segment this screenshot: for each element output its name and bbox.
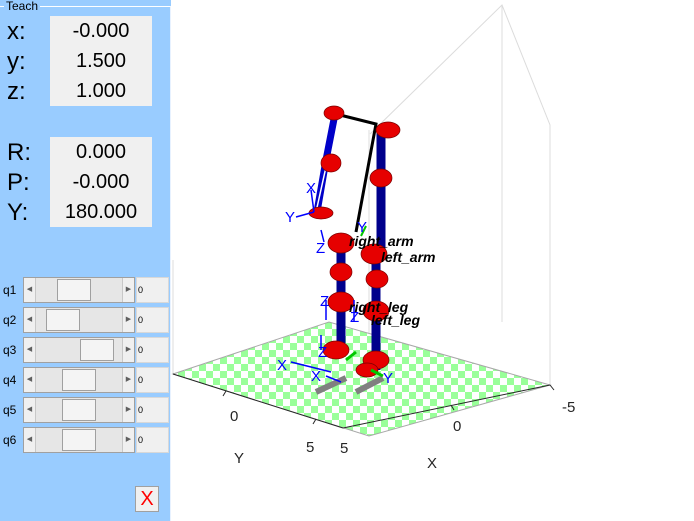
- slider-right-arrow-icon[interactable]: ▶: [122, 398, 134, 422]
- joint-value-q4[interactable]: 0: [136, 367, 169, 393]
- slider-right-arrow-icon[interactable]: ▶: [122, 278, 134, 302]
- joint-label-q6: q6: [3, 433, 17, 447]
- joint-value-q3[interactable]: 0: [136, 337, 169, 363]
- y-tick-1: 5: [306, 439, 314, 456]
- close-button[interactable]: X: [135, 486, 159, 512]
- roll-value: 0.000: [50, 137, 152, 167]
- joint-label-q2: q2: [3, 313, 17, 327]
- joint-slider-q6[interactable]: ◀ ▶: [23, 427, 135, 453]
- pitch-value: -0.000: [50, 167, 152, 197]
- x-tick-5: 5: [340, 440, 348, 457]
- frame-label-z: Z: [320, 293, 329, 310]
- joint-slider-q5[interactable]: ◀ ▶: [23, 397, 135, 423]
- link-label-left-leg: left_leg: [371, 312, 420, 328]
- joint: [329, 262, 353, 282]
- joint-value-q6[interactable]: 0: [136, 427, 169, 453]
- roll-label: R:: [7, 139, 31, 166]
- z-value: 1.000: [50, 76, 152, 106]
- frame-y-axis: [370, 368, 384, 378]
- y-tick-0: 0: [230, 408, 238, 425]
- slider-right-arrow-icon[interactable]: ▶: [122, 368, 134, 392]
- joint-slider-q1[interactable]: ◀ ▶: [23, 277, 135, 303]
- left-foot: [354, 375, 385, 395]
- slider-left-arrow-icon[interactable]: ◀: [24, 338, 36, 362]
- frame-label-z: Z: [316, 240, 325, 257]
- slider-right-arrow-icon[interactable]: ▶: [122, 308, 134, 332]
- frame-label-y: Y: [357, 219, 367, 236]
- frame-label-z: Z: [350, 309, 359, 326]
- frame-label-x: X: [277, 357, 287, 374]
- humanoid-robot: X Y Z Y Z Z Z X X Y right_arm left_arm r…: [277, 105, 435, 395]
- y-value: 1.500: [50, 46, 152, 76]
- slider-left-arrow-icon[interactable]: ◀: [24, 398, 36, 422]
- joint: [322, 340, 350, 360]
- joint: [362, 300, 390, 322]
- slider-right-arrow-icon[interactable]: ▶: [122, 428, 134, 452]
- robot-3d-view[interactable]: 0 5 Y 5 0 -5 X: [171, 0, 694, 521]
- y-axis-label: Y: [234, 450, 244, 467]
- z-label: z:: [7, 78, 26, 105]
- joint-value-q5[interactable]: 0: [136, 397, 169, 423]
- slider-thumb[interactable]: [80, 339, 115, 361]
- joint: [375, 121, 401, 139]
- joint-label-q4: q4: [3, 373, 17, 387]
- right-foot: [314, 375, 348, 395]
- yaw-value: 180.000: [50, 197, 152, 227]
- slider-left-arrow-icon[interactable]: ◀: [24, 428, 36, 452]
- x-tick-neg5: -5: [562, 399, 575, 416]
- joint-value-q1[interactable]: 0: [136, 277, 169, 303]
- panel-frame: [0, 6, 171, 521]
- frame-label-y: Y: [383, 370, 393, 387]
- joint-value-q2[interactable]: 0: [136, 307, 169, 333]
- link-label-right-arm: right_arm: [349, 233, 414, 249]
- slider-thumb[interactable]: [62, 429, 96, 451]
- joint: [355, 362, 379, 378]
- joint-slider-q3[interactable]: ◀ ▶: [23, 337, 135, 363]
- frame-axis: [320, 229, 325, 243]
- slider-thumb[interactable]: [56, 279, 91, 301]
- slider-left-arrow-icon[interactable]: ◀: [24, 308, 36, 332]
- link-label-right-leg: right_leg: [349, 299, 409, 315]
- joint: [327, 232, 355, 254]
- frame-axis: [290, 361, 332, 373]
- joint: [323, 105, 345, 121]
- joint: [320, 153, 342, 173]
- joint-label-q3: q3: [3, 343, 17, 357]
- frame-label-y: Y: [285, 209, 295, 226]
- torso-link: [335, 112, 378, 233]
- x-value: -0.000: [50, 16, 152, 46]
- frame-label-x: X: [311, 368, 321, 385]
- panel-title: Teach: [4, 0, 41, 13]
- joint-label-q5: q5: [3, 403, 17, 417]
- x-axis-label: X: [427, 455, 437, 472]
- joint: [365, 269, 389, 289]
- axis-lines: [172, 373, 555, 429]
- joint-label-q1: q1: [3, 283, 17, 297]
- joint-slider-q2[interactable]: ◀ ▶: [23, 307, 135, 333]
- x-tick-0: 0: [453, 418, 461, 435]
- joint: [360, 243, 388, 265]
- teach-panel: Teach x: -0.000 y: 1.500 z: 1.000 R: 0.0…: [0, 0, 171, 521]
- slider-thumb[interactable]: [62, 399, 96, 421]
- slider-thumb[interactable]: [46, 309, 81, 331]
- frame-label-x: X: [306, 180, 316, 197]
- joint-slider-q4[interactable]: ◀ ▶: [23, 367, 135, 393]
- frame-y-axis: [360, 225, 367, 237]
- link-label-left-arm: left_arm: [381, 249, 435, 265]
- frame-axis: [310, 189, 315, 213]
- slider-left-arrow-icon[interactable]: ◀: [24, 368, 36, 392]
- frame-axis: [325, 375, 342, 383]
- x-label: x:: [7, 18, 26, 45]
- joint: [369, 168, 393, 188]
- slider-thumb[interactable]: [62, 369, 96, 391]
- y-label: y:: [7, 48, 26, 75]
- slider-right-arrow-icon[interactable]: ▶: [122, 338, 134, 362]
- frame-y-axis: [345, 350, 357, 362]
- frame-axis: [295, 211, 315, 218]
- yaw-label: Y:: [7, 199, 29, 226]
- frame-label-z: Z: [318, 344, 327, 361]
- pitch-label: P:: [7, 169, 30, 196]
- slider-left-arrow-icon[interactable]: ◀: [24, 278, 36, 302]
